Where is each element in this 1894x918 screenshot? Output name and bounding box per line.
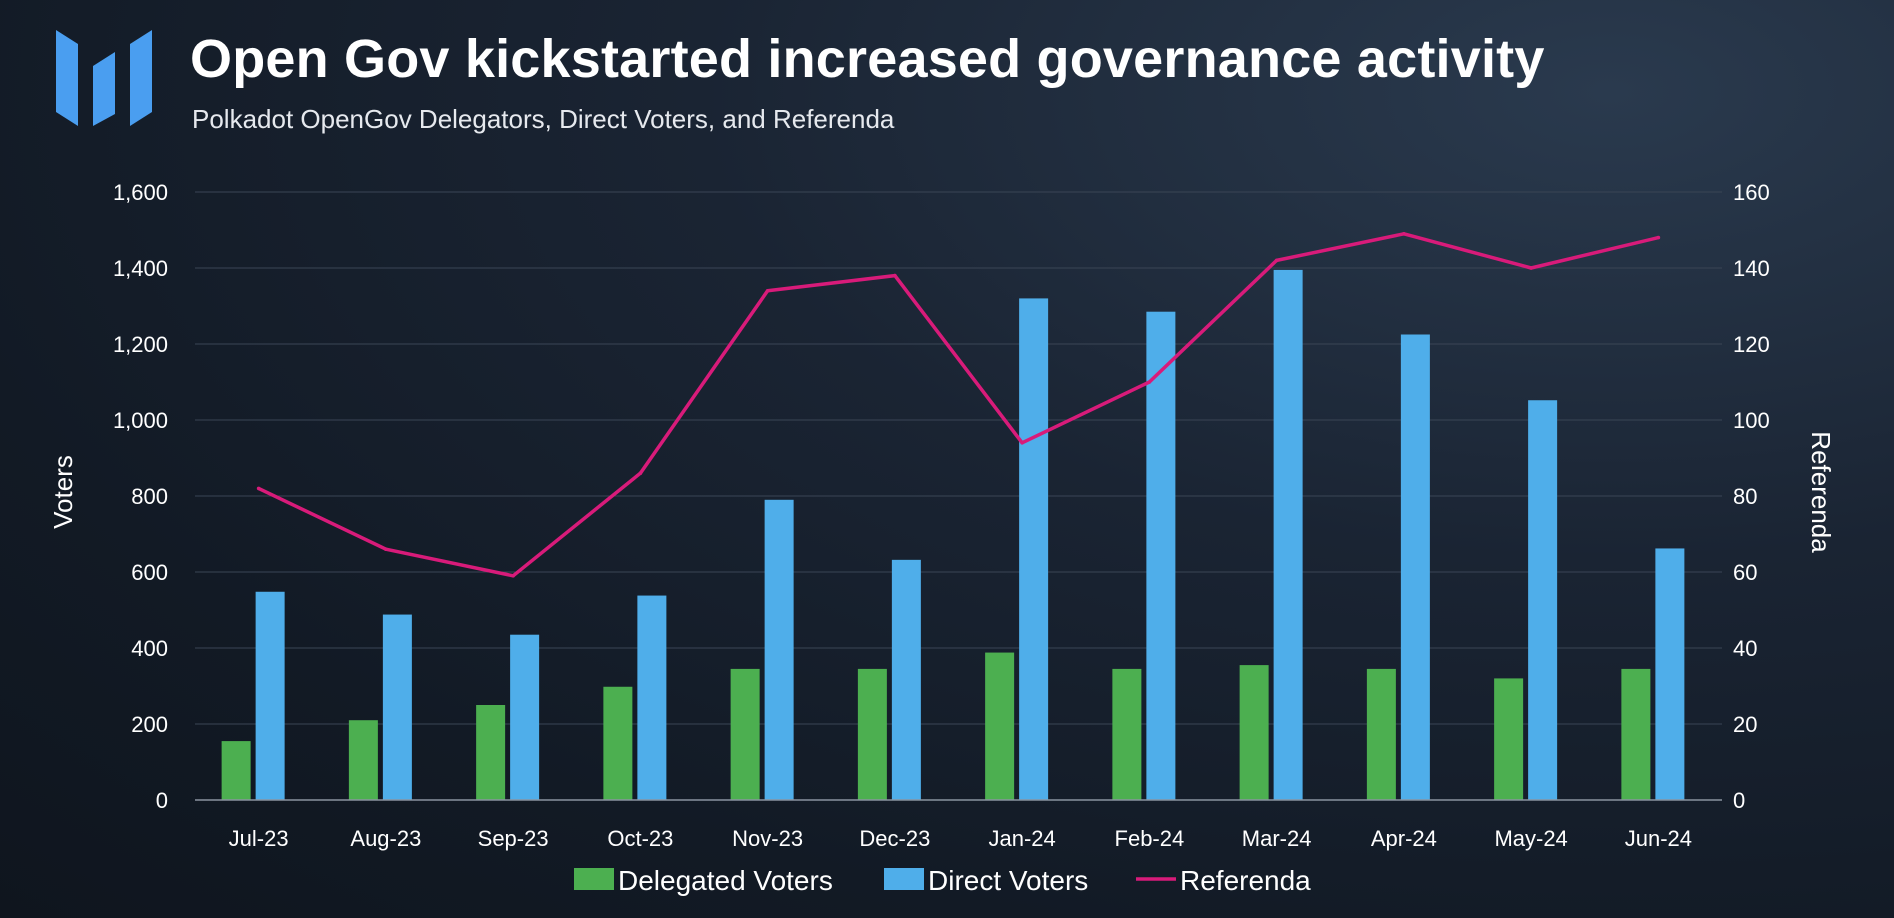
referenda-point (638, 471, 643, 476)
direct-voters-bar (1655, 548, 1685, 800)
y-tick-label: 800 (131, 484, 168, 509)
logo-right-bar (130, 30, 152, 126)
direct-voters-bar (891, 559, 921, 800)
delegated-voters-bar (1112, 668, 1142, 800)
x-tick-label: Dec-23 (859, 826, 930, 851)
y-tick-label: 600 (131, 560, 168, 585)
y2-tick-label: 80 (1733, 484, 1757, 509)
y-tick-label: 1,400 (113, 256, 168, 281)
legend-swatch-delegated (574, 868, 614, 890)
delegated-voters-bar (985, 652, 1015, 800)
y2-tick-label: 140 (1733, 256, 1770, 281)
y-tick-label: 1,600 (113, 180, 168, 205)
direct-voters-bar (1400, 334, 1430, 800)
referenda-point (1402, 232, 1406, 236)
messari-logo-icon (56, 30, 152, 126)
y-tick-label: 400 (131, 636, 168, 661)
referenda-point (1656, 235, 1661, 240)
direct-voters-bar (382, 614, 412, 800)
logo-middle-bar (93, 52, 115, 126)
y-tick-label: 1,000 (113, 408, 168, 433)
delegated-voters-bar (1366, 668, 1396, 800)
y-tick-label: 0 (156, 788, 168, 813)
x-tick-label: Aug-23 (350, 826, 421, 851)
x-tick-label: Jul-23 (229, 826, 289, 851)
referenda-point (1020, 441, 1024, 445)
y2-tick-label: 100 (1733, 408, 1770, 433)
referenda-point (384, 547, 388, 551)
delegated-voters-bar (730, 668, 760, 800)
referenda-point (1147, 380, 1152, 384)
delegated-voters-bar (603, 686, 633, 800)
delegated-voters-bar (1621, 668, 1651, 800)
y2-tick-label: 60 (1733, 560, 1757, 585)
y2-tick-label: 20 (1733, 712, 1757, 737)
direct-voters-bar (1019, 298, 1049, 800)
x-tick-label: Mar-24 (1242, 826, 1312, 851)
referenda-line (257, 232, 1659, 578)
referenda-point (765, 289, 770, 293)
legend-label-delegated: Delegated Voters (618, 865, 833, 896)
direct-voters-bar (764, 499, 794, 800)
chart-title: Open Gov kickstarted increased governanc… (190, 29, 1545, 89)
delegated-voters-bar (476, 705, 506, 800)
direct-voters-bar (637, 595, 667, 800)
referenda-point (1274, 258, 1279, 263)
legend-label-referenda: Referenda (1180, 865, 1311, 896)
referenda-point (511, 574, 515, 578)
legend-swatch-direct (884, 868, 924, 890)
y2-axis-title: Referenda (1806, 431, 1836, 553)
direct-voters-bar (1146, 311, 1176, 800)
y2-tick-label: 0 (1733, 788, 1745, 813)
delegated-voters-bar (348, 720, 378, 800)
delegated-voters-bar (857, 668, 887, 800)
x-tick-label: Jan-24 (988, 826, 1055, 851)
referenda-point (1529, 266, 1533, 270)
legend-label-direct: Direct Voters (928, 865, 1088, 896)
y2-tick-label: 40 (1733, 636, 1757, 661)
x-tick-label: Sep-23 (478, 826, 549, 851)
x-tick-label: Nov-23 (732, 826, 803, 851)
bars (221, 269, 1685, 800)
delegated-voters-bar (1239, 665, 1269, 800)
legend: Delegated Voters Direct Voters Referenda (574, 865, 1311, 896)
y2-tick-label: 120 (1733, 332, 1770, 357)
x-tick-label: Jun-24 (1625, 826, 1692, 851)
y2-tick-label: 160 (1733, 180, 1770, 205)
x-tick-label: Apr-24 (1371, 826, 1437, 851)
direct-voters-bar (510, 634, 540, 800)
y-axis-title: Voters (48, 455, 78, 529)
logo-left-bar (56, 30, 78, 126)
direct-voters-bar (1528, 400, 1558, 800)
direct-voters-bar (1273, 269, 1303, 800)
direct-voters-bar (255, 591, 285, 800)
y-tick-label: 1,200 (113, 332, 168, 357)
chart-subtitle: Polkadot OpenGov Delegators, Direct Vote… (192, 104, 895, 134)
delegated-voters-bar (221, 741, 251, 800)
gridlines (195, 191, 1722, 725)
x-tick-label: Feb-24 (1115, 826, 1185, 851)
axes: 0 0 200 20 400 40 600 60 800 80 1,000 100 1,200 120 1,… (48, 180, 1836, 851)
y-tick-label: 200 (131, 712, 168, 737)
referenda-point (256, 486, 261, 491)
x-tick-label: Oct-23 (607, 826, 673, 851)
delegated-voters-bar (1494, 678, 1524, 800)
referenda-line-layer (256, 232, 1661, 578)
x-tick-label: May-24 (1494, 826, 1567, 851)
referenda-point (893, 273, 897, 278)
